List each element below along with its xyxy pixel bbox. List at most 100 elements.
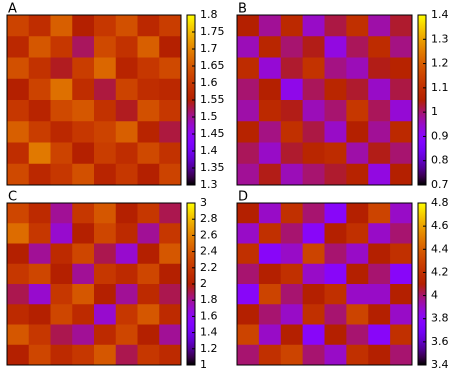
heatmap-cell (324, 163, 347, 186)
heatmap-cell (159, 78, 182, 101)
heatmap-cell (280, 284, 304, 305)
heatmap-cell (137, 121, 160, 143)
heatmap-cell (50, 36, 73, 58)
heatmap-cell (346, 324, 369, 346)
heatmap-cell (258, 121, 282, 143)
heatmap-cell (159, 223, 182, 244)
heatmap-cell (72, 304, 95, 325)
heatmap-cell (258, 284, 282, 305)
heatmap-cell (28, 324, 51, 346)
heatmap-cell (258, 344, 282, 366)
heatmap-cell (137, 15, 160, 37)
heatmap-cell (324, 78, 347, 101)
heatmap-cell (302, 57, 325, 80)
heatmap-cell (159, 344, 182, 366)
heatmap-cell (368, 243, 391, 265)
heatmap-cell (50, 344, 73, 366)
colorbar-tick-label: 0.9 (431, 129, 449, 142)
heatmap-cell (159, 324, 182, 346)
heatmap-cell (94, 223, 117, 244)
heatmap-cell (159, 163, 182, 186)
heatmap-cell (94, 344, 117, 366)
heatmap-cell (72, 243, 95, 265)
heatmap-cell (115, 121, 138, 143)
heatmap-cell (137, 142, 160, 165)
heatmap-cell (115, 36, 138, 58)
heatmap-cell (237, 263, 260, 285)
heatmap-cell (324, 344, 347, 366)
heatmap-cell (50, 100, 73, 122)
heatmap-cell (115, 324, 138, 346)
panel-label: B (238, 2, 247, 17)
heatmap-cell (237, 304, 260, 325)
heatmap-cell (258, 163, 282, 186)
heatmap-cell (346, 100, 369, 122)
heatmap-cell (368, 36, 391, 58)
heatmap-cell (137, 78, 160, 101)
heatmap-cell (7, 163, 30, 186)
heatmap-cell (28, 203, 51, 224)
heatmap-cell (258, 263, 282, 285)
heatmap-cell (280, 223, 304, 244)
heatmap-cell (50, 243, 73, 265)
heatmap-cell (7, 203, 30, 224)
heatmap-cell (137, 284, 160, 305)
heatmap-cell (137, 36, 160, 58)
heatmap-cell (72, 15, 95, 37)
heatmap-cell (94, 163, 117, 186)
heatmap-cell (28, 57, 51, 80)
heatmap-cell (7, 78, 30, 101)
heatmap-cell (137, 344, 160, 366)
colorbar-tick-label: 1.3 (200, 178, 218, 191)
panel-label: A (8, 2, 17, 17)
heatmap-cell (258, 36, 282, 58)
plot-frame (6, 14, 182, 186)
heatmap-cell (280, 304, 304, 325)
heatmap-cell (280, 203, 304, 224)
colorbar-tick-label: 0.7 (431, 178, 449, 191)
heatmap-cell (302, 142, 325, 165)
heatmap-cell (237, 142, 260, 165)
heatmap-cell (159, 203, 182, 224)
heatmap-cell (7, 324, 30, 346)
colorbar-tick-label: 3 (200, 196, 207, 209)
heatmap-cell (72, 263, 95, 285)
colorbar-tick-label: 4.2 (431, 265, 449, 278)
colorbar-tick-label: 1.4 (431, 8, 449, 21)
heatmap-cell (159, 284, 182, 305)
heatmap-cell (137, 243, 160, 265)
heatmap-cell (390, 78, 413, 101)
heatmap-cell (368, 344, 391, 366)
heatmap-cell (237, 223, 260, 244)
colorbar-tick-label: 1.45 (200, 127, 225, 140)
heatmap-cell (302, 121, 325, 143)
heatmap-cell (94, 324, 117, 346)
colorbar-tick-label: 1.35 (200, 161, 225, 174)
colorbar-tick-label: 1.65 (200, 59, 225, 72)
colorbar-tick-label: 3.6 (431, 335, 449, 348)
heatmap-cell (137, 100, 160, 122)
heatmap-cell (237, 15, 260, 37)
heatmap-cell (258, 203, 282, 224)
heatmap-cell (368, 142, 391, 165)
heatmap-cell (346, 243, 369, 265)
heatmap-cell (115, 15, 138, 37)
panel-label: C (8, 190, 17, 205)
heatmap-cell (346, 263, 369, 285)
heatmap-cell (302, 78, 325, 101)
heatmap-cell (346, 36, 369, 58)
heatmap-cell (50, 324, 73, 346)
heatmap-cell (280, 78, 304, 101)
colorbar-tick-label: 2.2 (200, 261, 218, 274)
heatmap-cell (390, 284, 413, 305)
heatmap-cell (72, 203, 95, 224)
heatmap-cell (7, 36, 30, 58)
colorbar-tick-label: 1.6 (200, 76, 218, 89)
heatmap-cell (94, 57, 117, 80)
heatmap-cell (28, 304, 51, 325)
heatmap-cell (390, 121, 413, 143)
heatmap-cell (115, 304, 138, 325)
heatmap-cell (94, 243, 117, 265)
heatmap-cell (237, 121, 260, 143)
